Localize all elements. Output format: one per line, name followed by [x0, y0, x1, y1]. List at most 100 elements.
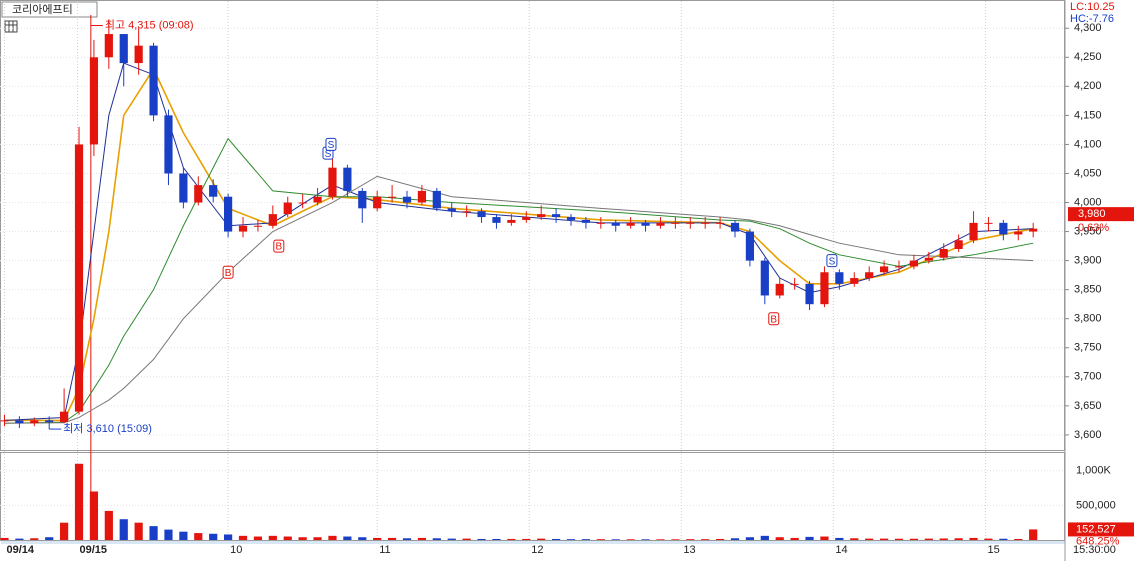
volume-bar	[537, 538, 546, 540]
volume-bar	[701, 539, 710, 540]
candle-body	[149, 45, 158, 116]
volume-bar	[447, 538, 456, 540]
volume-bar	[313, 537, 322, 540]
signal-label: S	[328, 140, 335, 151]
candle-body	[939, 248, 948, 258]
candle-body	[298, 202, 307, 204]
chart-title: 코리아에프티	[12, 3, 73, 16]
volume-bar	[507, 538, 516, 540]
volume-bar	[954, 538, 963, 540]
volume-bar	[879, 538, 889, 540]
volume-bar	[805, 536, 814, 540]
y-tick-label: 4,100	[1074, 138, 1102, 150]
x-tick-label: 13	[683, 544, 695, 556]
signal-box	[273, 239, 285, 253]
volume-bar	[551, 538, 561, 540]
candle-body	[119, 34, 128, 64]
signal-box	[768, 312, 780, 326]
candle-body	[89, 57, 99, 145]
volume-bar	[686, 539, 695, 540]
volume-bar	[1029, 529, 1038, 540]
candle-body	[522, 217, 531, 220]
y-tick-label: 3,600	[1074, 429, 1102, 441]
volume-bar	[15, 538, 24, 540]
volume-bar	[850, 538, 859, 540]
moving-average	[4, 175, 1034, 424]
y-tick-label: 3,650	[1074, 400, 1102, 412]
volume-bar	[224, 534, 233, 540]
candle-body	[134, 45, 143, 64]
candle-body	[984, 222, 993, 224]
candle-body	[730, 222, 740, 232]
volume-bar	[924, 538, 933, 540]
candle-body	[790, 283, 799, 285]
candle-body	[447, 208, 456, 212]
candle-body	[507, 219, 516, 223]
time-label: 15:30:00	[1073, 544, 1116, 556]
volume-bar	[30, 538, 39, 540]
candle-body	[701, 222, 710, 224]
y-tick-label: 3,800	[1074, 313, 1102, 325]
candle-body	[671, 222, 680, 224]
volume-bar	[119, 519, 128, 540]
volume-bar	[865, 538, 874, 540]
x-tick-label: 09/15	[80, 544, 108, 556]
volume-bar	[611, 539, 620, 540]
candle-body	[969, 222, 978, 241]
candle-body	[1014, 231, 1023, 235]
volume-bar	[730, 538, 740, 540]
volume-change: 648.25%	[1076, 535, 1120, 547]
candle-body	[686, 222, 695, 224]
candle-body	[820, 272, 829, 305]
volume-bar	[999, 538, 1008, 540]
volume-bar	[402, 538, 412, 540]
volume-bar	[492, 538, 501, 540]
volume-bar	[89, 491, 99, 540]
volume-bar	[328, 535, 337, 540]
candle-body	[551, 214, 561, 218]
candle-body	[268, 214, 277, 226]
annotation-label: 최저 3,610 (15:09)	[63, 422, 152, 435]
signal-box	[325, 137, 337, 151]
candle-body	[924, 257, 933, 261]
candle-body	[402, 196, 412, 203]
candle-body	[15, 420, 24, 424]
candle-body	[850, 278, 859, 284]
candle-body	[343, 167, 352, 191]
candle-body	[74, 144, 84, 412]
volume-bar	[715, 538, 725, 540]
signal-label: S	[325, 149, 332, 160]
hc-indicator: HC:-7.76	[1070, 13, 1114, 25]
volume-bar	[268, 535, 277, 540]
candle-body	[641, 222, 650, 226]
volume-bar	[477, 538, 486, 540]
y-tick-label: 4,300	[1074, 22, 1102, 34]
volume-box	[1068, 522, 1134, 537]
candle-body	[805, 283, 814, 305]
candle-body	[611, 222, 620, 226]
volume-bar	[298, 537, 307, 540]
volume-bar	[134, 522, 143, 540]
volume-bar	[894, 538, 904, 540]
y-tick-label: 3,750	[1074, 342, 1102, 354]
candle-body	[477, 211, 486, 218]
volume-bar	[104, 510, 113, 540]
signal-box	[222, 265, 234, 279]
candle-body	[581, 219, 591, 223]
candle-body	[626, 222, 635, 226]
volume-bar	[388, 537, 397, 540]
signal-box	[826, 254, 838, 268]
volume-bar	[238, 535, 248, 540]
volume-bar	[969, 537, 978, 540]
candle-body	[283, 202, 292, 215]
axis-strip	[1, 541, 1065, 544]
candle-body	[715, 222, 725, 224]
volume-bar	[60, 522, 69, 540]
price-box	[1068, 207, 1134, 222]
volume-bar	[149, 526, 158, 540]
candle-body	[253, 225, 263, 227]
volume-bar	[939, 538, 948, 540]
volume-bar	[984, 538, 993, 540]
candle-body	[358, 190, 367, 209]
volume-bar	[45, 537, 54, 540]
